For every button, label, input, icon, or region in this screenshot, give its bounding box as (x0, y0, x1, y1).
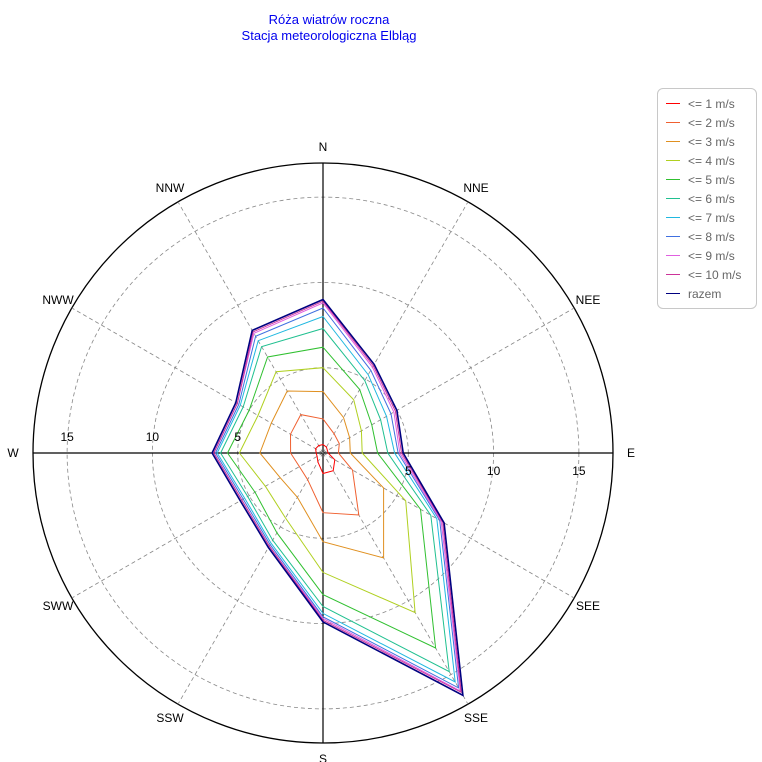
legend-label: <= 4 m/s (688, 154, 735, 168)
direction-label: SSE (464, 711, 488, 725)
legend-label: <= 8 m/s (688, 230, 735, 244)
legend-item: <= 2 m/s (658, 113, 756, 132)
direction-label: NNE (463, 181, 488, 195)
spoke-SWW (72, 453, 323, 598)
spoke-NWW (72, 308, 323, 453)
legend-label: <= 2 m/s (688, 116, 735, 130)
chart-legend: <= 1 m/s <= 2 m/s <= 3 m/s <= 4 m/s <= 5 m/s… (657, 88, 757, 309)
direction-label: SSW (156, 711, 184, 725)
legend-item: <= 8 m/s (658, 227, 756, 246)
legend-swatch (666, 236, 680, 237)
legend-item: <= 5 m/s (658, 170, 756, 189)
series-line-3 (239, 368, 415, 613)
direction-label: SEE (576, 599, 600, 613)
legend-swatch (666, 255, 680, 256)
legend-item: <= 7 m/s (658, 208, 756, 227)
legend-swatch (666, 217, 680, 218)
legend-item: <= 9 m/s (658, 246, 756, 265)
legend-item: <= 10 m/s (658, 265, 756, 284)
legend-item: <= 3 m/s (658, 132, 756, 151)
direction-label: S (319, 752, 327, 762)
legend-swatch (666, 274, 680, 275)
legend-label: <= 6 m/s (688, 192, 735, 206)
legend-label: <= 1 m/s (688, 97, 735, 111)
legend-label: razem (688, 287, 721, 301)
direction-label: NNW (156, 181, 185, 195)
radial-tick-label: 10 (487, 464, 501, 478)
spoke-NNW (178, 202, 323, 453)
series-line-9 (214, 301, 461, 692)
legend-label: <= 7 m/s (688, 211, 735, 225)
legend-swatch (666, 122, 680, 123)
direction-label: NEE (576, 293, 601, 307)
radial-tick-label: 10 (146, 430, 160, 444)
direction-label: SWW (43, 599, 74, 613)
radial-tick-label: 15 (60, 430, 74, 444)
legend-label: <= 10 m/s (688, 268, 741, 282)
direction-label: N (319, 140, 328, 154)
legend-item: <= 4 m/s (658, 151, 756, 170)
legend-swatch (666, 103, 680, 104)
direction-label: NWW (42, 293, 74, 307)
direction-label: W (7, 446, 19, 460)
series-line-2 (260, 391, 384, 558)
legend-swatch (666, 141, 680, 142)
series-line-1 (291, 415, 359, 515)
legend-label: <= 9 m/s (688, 249, 735, 263)
spoke-NEE (323, 308, 574, 453)
legend-label: <= 3 m/s (688, 135, 735, 149)
radial-tick-label: 5 (234, 430, 241, 444)
legend-item: <= 1 m/s (658, 94, 756, 113)
radial-tick-label: 15 (572, 464, 586, 478)
legend-swatch (666, 198, 680, 199)
radial-tick-label: 5 (405, 464, 412, 478)
legend-item: razem (658, 284, 756, 303)
legend-swatch (666, 293, 680, 294)
legend-item: <= 6 m/s (658, 189, 756, 208)
legend-label: <= 5 m/s (688, 173, 735, 187)
legend-swatch (666, 160, 680, 161)
legend-swatch (666, 179, 680, 180)
direction-label: E (627, 446, 635, 460)
series-line-0 (316, 445, 335, 474)
